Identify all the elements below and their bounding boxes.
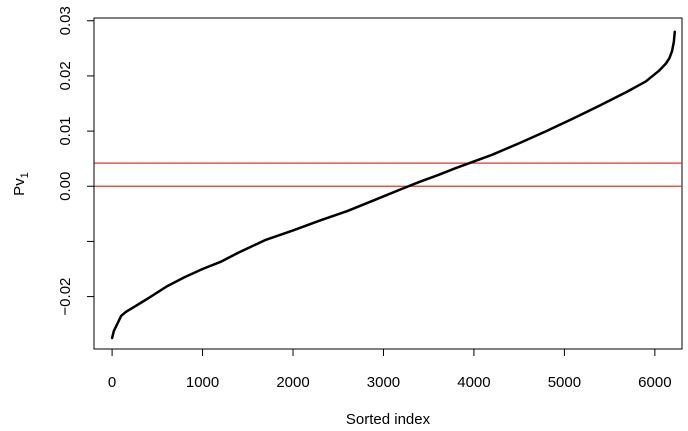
x-tick-label: 5000 (548, 374, 581, 391)
y-axis: −0.02 0.00 0.01 0.02 0.03 (57, 6, 95, 316)
y-tick-label: 0.02 (57, 61, 74, 90)
y-tick-label: 0.03 (57, 6, 74, 35)
x-tick-label: 6000 (638, 374, 671, 391)
y-axis-label-main: Pv (11, 178, 28, 196)
x-axis-label: Sorted index (346, 411, 431, 428)
x-tick-label: 0 (108, 374, 116, 391)
y-tick-label: 0.01 (57, 116, 74, 145)
x-axis: 0 1000 2000 3000 4000 5000 6000 (108, 348, 672, 391)
y-axis-label: Pv1 (11, 172, 31, 196)
x-tick-label: 4000 (457, 374, 490, 391)
reference-lines (94, 162, 682, 187)
x-tick-label: 1000 (186, 374, 219, 391)
x-tick-label: 3000 (367, 374, 400, 391)
y-tick-label: 0.00 (57, 172, 74, 201)
y-axis-label-subscript: 1 (19, 172, 31, 178)
plot-frame (93, 17, 683, 350)
x-tick-label: 2000 (276, 374, 309, 391)
y-tick-label: −0.02 (57, 278, 74, 316)
series-line (110, 30, 677, 340)
